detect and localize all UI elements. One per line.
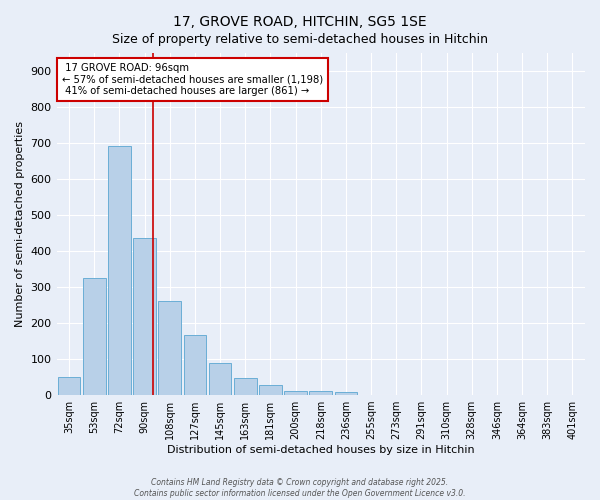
Bar bbox=[158, 302, 181, 395]
Bar bbox=[133, 238, 156, 395]
Bar bbox=[335, 392, 357, 395]
Text: Contains HM Land Registry data © Crown copyright and database right 2025.
Contai: Contains HM Land Registry data © Crown c… bbox=[134, 478, 466, 498]
Bar bbox=[234, 378, 257, 395]
Bar bbox=[259, 386, 282, 395]
Text: Size of property relative to semi-detached houses in Hitchin: Size of property relative to semi-detach… bbox=[112, 32, 488, 46]
Bar bbox=[58, 377, 80, 395]
Y-axis label: Number of semi-detached properties: Number of semi-detached properties bbox=[15, 121, 25, 327]
Bar bbox=[108, 146, 131, 395]
Bar bbox=[284, 392, 307, 395]
X-axis label: Distribution of semi-detached houses by size in Hitchin: Distribution of semi-detached houses by … bbox=[167, 445, 475, 455]
Text: 17, GROVE ROAD, HITCHIN, SG5 1SE: 17, GROVE ROAD, HITCHIN, SG5 1SE bbox=[173, 15, 427, 29]
Bar bbox=[209, 362, 232, 395]
Bar bbox=[310, 392, 332, 395]
Text: 17 GROVE ROAD: 96sqm
← 57% of semi-detached houses are smaller (1,198)
 41% of s: 17 GROVE ROAD: 96sqm ← 57% of semi-detac… bbox=[62, 63, 323, 96]
Bar bbox=[184, 334, 206, 395]
Bar bbox=[83, 278, 106, 395]
